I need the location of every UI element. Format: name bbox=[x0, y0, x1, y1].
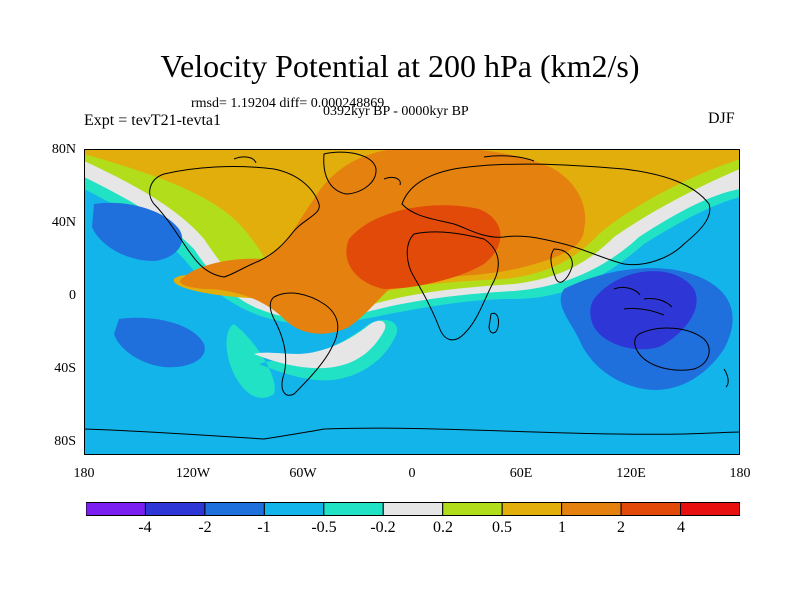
season-label: DJF bbox=[708, 110, 735, 127]
cb-label-7: 0.5 bbox=[492, 519, 512, 536]
coast-north-america bbox=[149, 166, 320, 278]
stats-text: rmsd= 1.19204 diff= 0.000248869 bbox=[191, 96, 385, 111]
coast-madagascar bbox=[488, 312, 499, 334]
cb-label-4: -0.5 bbox=[311, 519, 337, 536]
coast-india bbox=[550, 248, 573, 283]
colorbar-box-6 bbox=[382, 502, 444, 516]
colorbar-box-4 bbox=[263, 502, 325, 516]
lat-label-80s: 80S bbox=[54, 434, 76, 449]
velocity-potential-map bbox=[84, 149, 740, 455]
cb-label-3: -1 bbox=[257, 519, 271, 536]
chart-title: Velocity Potential at 200 hPa (km2/s) bbox=[160, 48, 640, 84]
cb-label-2: -2 bbox=[198, 519, 212, 536]
colorbar-box-9 bbox=[561, 502, 622, 516]
colorbar-box-2 bbox=[144, 502, 206, 516]
lat-label-0: 0 bbox=[69, 288, 76, 303]
coast-greenland bbox=[323, 151, 377, 195]
colorbar-box-11 bbox=[680, 502, 740, 516]
field-blue-spac bbox=[114, 317, 205, 368]
coastlines bbox=[84, 151, 740, 440]
lon-label-180e: 180 bbox=[729, 466, 751, 481]
field-band-redorange-north bbox=[346, 205, 501, 289]
coast-antarctica bbox=[84, 427, 740, 440]
lat-label-80n: 80N bbox=[51, 142, 76, 157]
coast-africa bbox=[406, 231, 499, 341]
colorbar-box-10 bbox=[620, 502, 682, 516]
coast-eurasia bbox=[401, 163, 711, 266]
cb-label-8: 1 bbox=[558, 519, 566, 536]
colorbar-box-7 bbox=[442, 502, 503, 516]
field-gray-south bbox=[254, 320, 386, 369]
lon-label-120w: 120W bbox=[175, 466, 211, 481]
coast-arctic-islands bbox=[233, 155, 535, 186]
field-darkblue-indopac bbox=[590, 271, 697, 350]
colorbar-box-1 bbox=[86, 502, 146, 516]
colorbar bbox=[86, 502, 740, 516]
lat-label-40n: 40N bbox=[51, 215, 76, 230]
field-blue-npac bbox=[92, 202, 183, 261]
cb-label-10: 4 bbox=[677, 519, 685, 536]
lon-label-120e: 120E bbox=[616, 466, 646, 481]
experiment-label: Expt = tevT21-tevta1 bbox=[84, 112, 221, 129]
lon-label-60e: 60E bbox=[509, 466, 533, 481]
cb-label-5: -0.2 bbox=[370, 519, 396, 536]
colorbar-box-5 bbox=[323, 502, 384, 516]
map-frame bbox=[84, 149, 740, 455]
coast-south-america bbox=[269, 292, 339, 396]
colorbar-box-3 bbox=[204, 502, 265, 516]
cb-label-1: -4 bbox=[138, 519, 152, 536]
cb-label-9: 2 bbox=[617, 519, 625, 536]
coast-maritime bbox=[613, 286, 673, 316]
lon-label-60w: 60W bbox=[289, 466, 317, 481]
lon-label-0: 0 bbox=[408, 466, 416, 481]
period-text: 0392kyr BP - 0000kyr BP bbox=[323, 104, 469, 119]
coast-new-zealand bbox=[723, 368, 729, 388]
colorbar-box-8 bbox=[501, 502, 563, 516]
lon-label-180w: 180 bbox=[73, 466, 95, 481]
lat-label-40s: 40S bbox=[54, 361, 76, 376]
coast-australia bbox=[634, 327, 710, 371]
cb-label-6: 0.2 bbox=[433, 519, 453, 536]
